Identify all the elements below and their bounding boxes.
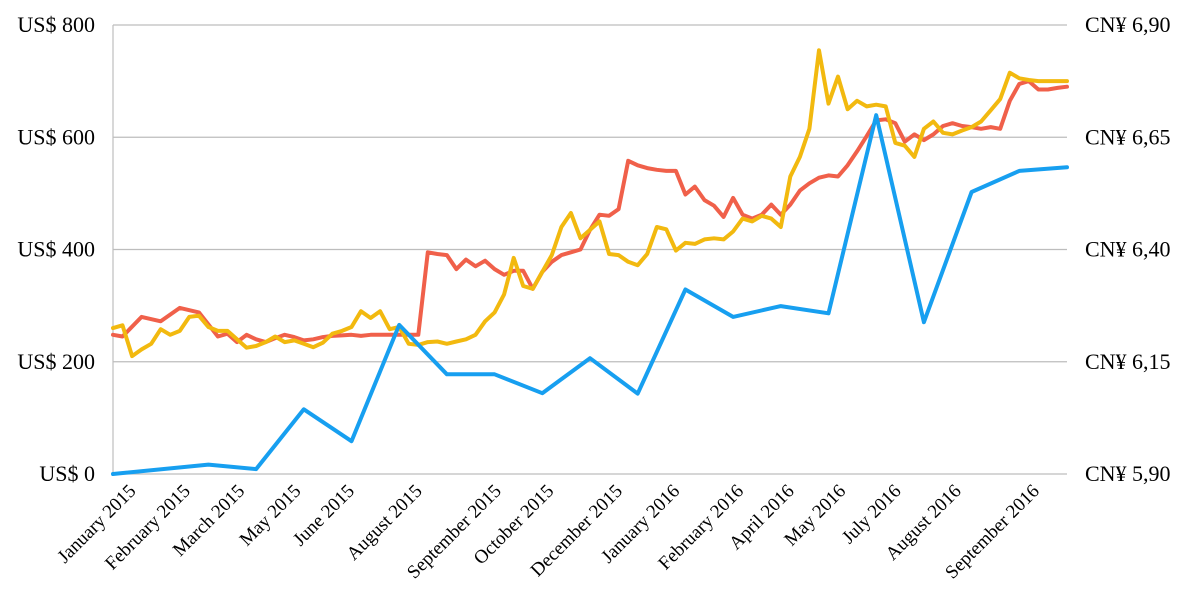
y-right-tick-label: CN¥ 6,65 [1085, 124, 1171, 149]
y-left-tick-label: US$ 200 [17, 349, 95, 374]
grid-layer [112, 24, 1067, 475]
y-left-tick-label: US$ 0 [39, 461, 95, 486]
series-line-1 [111, 48, 1069, 359]
series-line-0 [111, 79, 1069, 345]
series-layer [111, 48, 1069, 476]
y-right-tick-label: CN¥ 6,90 [1085, 12, 1171, 37]
y-left-tick-label: US$ 600 [17, 124, 95, 149]
y-right-tick-label: CN¥ 5,90 [1085, 461, 1171, 486]
y-left-tick-label: US$ 800 [17, 12, 95, 37]
y-left-tick-label: US$ 400 [17, 237, 95, 262]
y-right-tick-label: CN¥ 6,40 [1085, 237, 1171, 262]
y-right-tick-label: CN¥ 6,15 [1085, 349, 1171, 374]
tick-layer: US$ 0 US$ 200 US$ 400 US$ 600 US$ 800 CN¥ 5,9… [17, 12, 1170, 583]
series-line-2 [111, 113, 1069, 476]
